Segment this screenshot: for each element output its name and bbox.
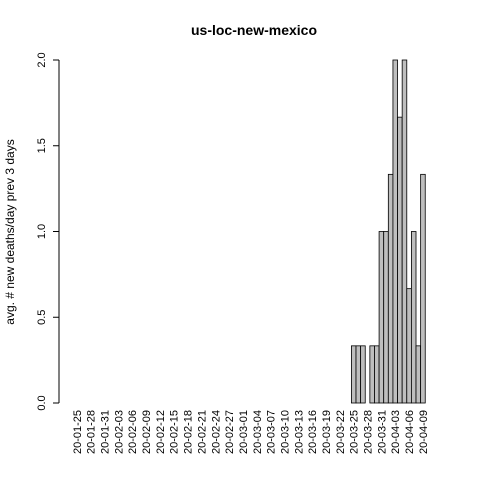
bar <box>369 345 375 404</box>
x-tick-label: 20-03-28 <box>363 410 375 454</box>
bars <box>350 59 426 404</box>
x-tick-label: 20-02-12 <box>155 410 167 454</box>
x-tick-label: 20-03-01 <box>238 410 250 454</box>
x-tick-label: 20-03-07 <box>266 410 278 454</box>
bar <box>397 116 403 404</box>
x-tick-label: 20-03-04 <box>252 410 264 454</box>
x-tick-label: 20-03-25 <box>349 410 361 454</box>
bar <box>387 173 394 404</box>
x-tick-label: 20-02-03 <box>113 410 125 454</box>
x-tick-label: 20-03-16 <box>307 410 319 454</box>
x-tick-label: 20-02-18 <box>183 410 195 454</box>
y-axis: 0.0 0.5 1.0 1.5 2.0 <box>36 52 60 411</box>
bar <box>374 345 380 404</box>
x-tick-label: 20-03-10 <box>279 410 291 454</box>
x-tick-label: 20-02-27 <box>224 410 236 454</box>
x-tick-label: 20-03-13 <box>293 410 305 454</box>
y-tick-label: 0.5 <box>36 310 48 325</box>
bar <box>415 345 422 404</box>
x-tick-label: 20-04-06 <box>404 410 416 454</box>
x-tick-label: 20-01-28 <box>86 410 98 454</box>
y-tick-label: 1.0 <box>36 224 48 239</box>
x-tick-label: 20-03-19 <box>321 410 333 454</box>
bar <box>401 59 408 404</box>
y-tick-label: 2.0 <box>36 52 48 67</box>
bar <box>420 173 426 404</box>
bar <box>360 345 366 404</box>
bar <box>410 231 417 404</box>
x-axis-ticks: 20-01-25 20-01-28 20-01-31 20-02-03 20-02-06… <box>72 410 430 454</box>
bar <box>406 288 412 404</box>
x-tick-label: 20-02-15 <box>169 410 181 454</box>
x-tick-label: 20-03-22 <box>335 410 347 454</box>
bar <box>392 59 398 404</box>
x-tick-label: 20-01-31 <box>100 410 112 454</box>
bar <box>383 231 389 404</box>
x-tick-label: 20-04-09 <box>418 410 430 454</box>
x-tick-label: 20-03-31 <box>376 410 388 454</box>
y-tick-label: 0.0 <box>36 395 48 410</box>
x-tick-label: 20-04-03 <box>390 410 402 454</box>
y-axis-label: avg. # new deaths/day prev 3 days <box>3 139 17 324</box>
x-tick-label: 20-02-09 <box>141 410 153 454</box>
x-tick-label: 20-01-25 <box>72 410 84 454</box>
bar <box>350 345 357 404</box>
bar <box>378 231 385 404</box>
y-tick-label: 1.5 <box>36 138 48 153</box>
x-tick-label: 20-02-06 <box>127 410 139 454</box>
x-tick-label: 20-02-21 <box>196 410 208 454</box>
x-tick-label: 20-02-24 <box>210 410 222 454</box>
chart-title: us-loc-new-mexico <box>191 22 317 38</box>
bar <box>355 345 362 404</box>
